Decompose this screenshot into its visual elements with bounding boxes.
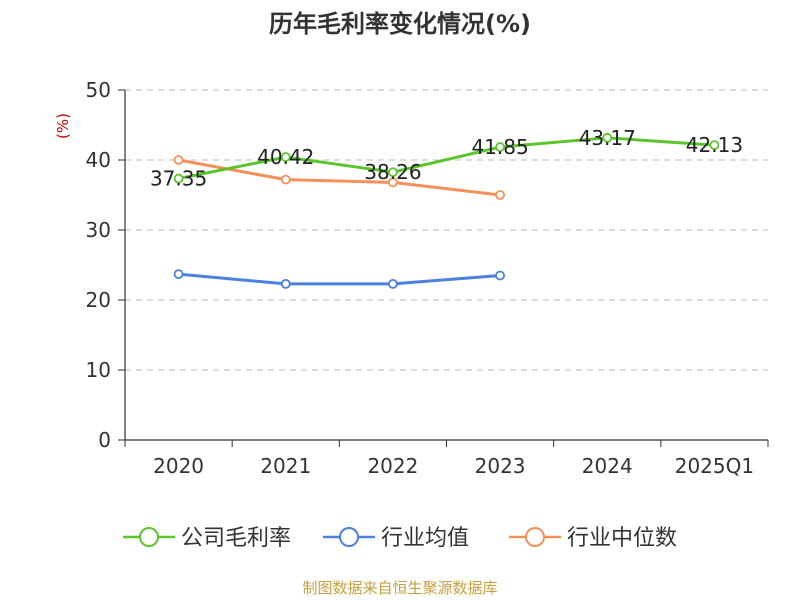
y-tick-label: 50 <box>86 78 111 102</box>
x-tick-label: 2024 <box>582 454 633 478</box>
data-label: 38.26 <box>364 160 421 184</box>
data-point <box>495 190 505 200</box>
x-tick-label: 2023 <box>475 454 526 478</box>
y-tick-label: 0 <box>98 428 111 452</box>
y-tick-label: 10 <box>86 358 111 382</box>
x-tick-label: 2022 <box>367 454 418 478</box>
data-point <box>173 173 184 184</box>
legend-label: 公司毛利率 <box>181 526 291 551</box>
y-tick-label: 40 <box>86 148 111 172</box>
data-label: 41.85 <box>471 135 528 159</box>
data-point <box>280 278 291 289</box>
data-point <box>495 270 505 281</box>
data-label: 37.35 <box>150 167 207 191</box>
legend-label: 行业中位数 <box>567 526 677 551</box>
x-tick-label: 2021 <box>260 454 311 478</box>
series-line <box>178 136 715 181</box>
data-point <box>173 155 184 165</box>
data-label: 43.17 <box>579 126 636 150</box>
y-tick-label: 20 <box>86 288 111 312</box>
series-line <box>178 272 501 286</box>
series-group <box>173 132 720 289</box>
data-point <box>388 177 398 188</box>
legend: 公司毛利率 行业均值 行业中位数 <box>123 526 677 551</box>
gridlines <box>125 89 768 371</box>
series-line <box>178 158 501 197</box>
data-point <box>602 132 613 143</box>
y-tick-label: 30 <box>86 218 111 242</box>
x-axis-ticks: 2020 2021 2022 2023 2024 2025Q1 <box>124 440 769 478</box>
data-label: 40.42 <box>257 145 314 169</box>
legend-swatch-marker <box>339 527 359 547</box>
y-axis-unit-label: (%) <box>54 113 72 139</box>
data-source-note: 制图数据来自恒生聚源数据库 <box>302 579 497 597</box>
data-point <box>280 152 291 162</box>
legend-swatch-marker <box>139 527 159 547</box>
data-point <box>173 269 184 280</box>
legend-label: 行业均值 <box>381 526 469 551</box>
legend-swatch-marker <box>525 527 545 547</box>
x-tick-label: 2020 <box>153 454 204 478</box>
y-axis-ticks: 0 10 20 30 40 50 <box>86 78 125 452</box>
x-tick-label: 2025Q1 <box>675 454 754 478</box>
data-point <box>709 140 720 150</box>
data-point <box>388 167 398 178</box>
data-labels: 37.35 40.42 38.26 41.85 43.17 42.13 <box>150 126 743 191</box>
data-point <box>280 174 291 185</box>
data-point <box>388 278 398 289</box>
data-point <box>495 142 505 152</box>
chart-title: 历年毛利率变化情况(%) <box>269 10 531 38</box>
data-label: 42.13 <box>686 133 743 157</box>
